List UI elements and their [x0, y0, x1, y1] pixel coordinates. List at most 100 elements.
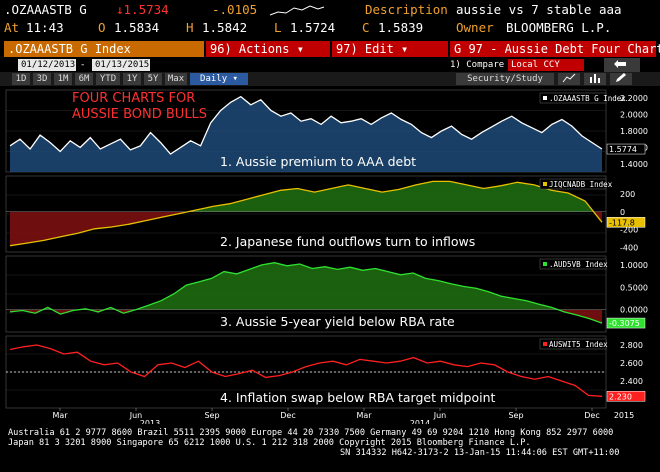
- last-value-label: -117.8: [609, 218, 635, 227]
- panel-caption-1: 1. Aussie premium to AAA debt: [220, 154, 416, 169]
- security-index-field[interactable]: .OZAAASTB G Index: [4, 41, 204, 57]
- legend-swatch: [543, 342, 547, 346]
- period-3d-button[interactable]: 3D: [33, 73, 51, 85]
- x-tick-label: Jun: [129, 411, 143, 420]
- chart-settings-button[interactable]: [558, 73, 580, 85]
- close-value: 1.5839: [378, 20, 424, 35]
- x-tick-label: Dec: [584, 411, 599, 420]
- y-tick-label: 1.4000: [620, 160, 648, 169]
- period-max-button[interactable]: Max: [165, 73, 187, 85]
- last-value-label: 2.230: [609, 392, 632, 401]
- legend-box: [539, 178, 607, 190]
- last-value-tag: [606, 217, 646, 228]
- series-line-1: [9, 95, 603, 155]
- y-tick-label: 2.0000: [620, 111, 648, 120]
- period-1d-button[interactable]: 1D: [12, 73, 30, 85]
- period-5y-button[interactable]: 5Y: [144, 73, 162, 85]
- bloomberg-footer: Australia 61 2 9777 8600 Brazil 5511 239…: [0, 428, 660, 472]
- time-label: At: [4, 20, 20, 35]
- chart-title-bar: G 97 - Aussie Debt Four Charts: [450, 41, 660, 57]
- y-tick-label: 0: [620, 208, 625, 217]
- legend-entry: .AUD5VB Index: [549, 260, 608, 269]
- footer-line-2: Japan 81 3 3201 8900 Singapore 65 6212 1…: [8, 438, 531, 448]
- negative-area: [10, 211, 602, 246]
- x-tick-label: Sep: [204, 411, 219, 420]
- last-value-tag: [606, 391, 646, 402]
- positive-area: [42, 262, 558, 310]
- y-tick-label: 1.0000: [620, 261, 648, 270]
- frequency-select[interactable]: Daily ▾: [190, 73, 248, 85]
- start-date-field[interactable]: 01/12/2013: [18, 59, 76, 71]
- command-bar: .OZAAASTB G Index 96) Actions ▾ 97) Edit…: [0, 40, 660, 58]
- low-value: 1.5724: [290, 20, 336, 35]
- legend-box: [539, 338, 607, 350]
- footer-line-1: Australia 61 2 9777 8600 Brazil 5511 239…: [8, 428, 614, 438]
- compare-label: 1) Compare: [450, 60, 505, 70]
- description-label: Description: [365, 2, 448, 17]
- time-value: 11:43: [26, 20, 64, 35]
- back-button[interactable]: [604, 58, 640, 72]
- x-tick-label: Dec: [280, 411, 295, 420]
- annotations-button[interactable]: [610, 73, 632, 85]
- price-change: -.0105: [212, 2, 258, 17]
- year-label: 2014: [410, 419, 430, 424]
- legend-swatch: [543, 96, 547, 100]
- headline-line-2: AUSSIE BOND BULLS: [72, 107, 207, 122]
- low-label: L: [274, 20, 282, 35]
- compare-currency-select[interactable]: Local CCY: [508, 59, 584, 71]
- legend-box: [539, 258, 607, 270]
- x-tick-label: Mar: [52, 411, 68, 420]
- owner-value: BLOOMBERG L.P.: [506, 20, 612, 35]
- legend-entry: AUSWIT5 Index: [549, 340, 608, 349]
- y-tick-label: 2.2000: [620, 94, 648, 103]
- ticker: .OZAAASTB G: [4, 2, 87, 17]
- legend-entry: JIQCNADB Index: [549, 180, 613, 189]
- sparkline-icon: [269, 5, 325, 16]
- edit-menu-button[interactable]: 97) Edit ▾: [332, 41, 448, 57]
- last-value-tag: [606, 317, 646, 329]
- year-label: 2013: [140, 419, 160, 424]
- back-arrow-icon: [614, 60, 626, 68]
- y-tick-label: -200: [620, 226, 638, 235]
- headline-line-1: FOUR CHARTS FOR: [72, 91, 195, 106]
- pencil-icon: [616, 73, 626, 82]
- y-tick-label: 2.400: [620, 377, 643, 386]
- description-value: aussie vs 7 stable aaa: [456, 2, 622, 17]
- period-1m-button[interactable]: 1M: [54, 73, 72, 85]
- legend-entry: .OZAAASTB G Index: [549, 94, 626, 103]
- high-label: H: [186, 20, 194, 35]
- y-tick-label: 2.600: [620, 359, 643, 368]
- y-tick-label: 0.0000: [620, 306, 648, 315]
- x-tick-label: Sep: [508, 411, 523, 420]
- y-tick-label: 2.800: [620, 341, 643, 350]
- legend-box: [539, 92, 607, 104]
- y-tick-label: 200: [620, 190, 635, 199]
- panel-caption-2: 2. Japanese fund outflows turn to inflow…: [220, 234, 475, 249]
- actions-menu-button[interactable]: 96) Actions ▾: [206, 41, 330, 57]
- line-chart-icon: [562, 73, 576, 83]
- y-tick-label: -400: [620, 244, 638, 253]
- positive-area: [187, 181, 594, 212]
- period-1y-button[interactable]: 1Y: [123, 73, 141, 85]
- date-range-row: 01/12/2013 - 01/13/2015 1) Compare Local…: [0, 58, 660, 72]
- period-6m-button[interactable]: 6M: [75, 73, 93, 85]
- last-value-tag: [606, 143, 646, 155]
- year-label: 2015: [614, 411, 634, 420]
- period-toolbar: 1D 3D 1M 6M YTD 1Y 5Y Max Daily ▾ Securi…: [0, 72, 660, 86]
- bar-chart-icon: [590, 74, 600, 83]
- last-value-label: 1.5774: [609, 145, 637, 154]
- last-price: ↓1.5734: [116, 2, 169, 17]
- security-study-button[interactable]: Security/Study: [456, 73, 554, 85]
- high-value: 1.5842: [202, 20, 248, 35]
- period-ytd-button[interactable]: YTD: [96, 73, 120, 85]
- panel-caption-3: 3. Aussie 5-year yield below RBA rate: [220, 314, 455, 329]
- chart-type-button[interactable]: [584, 73, 606, 85]
- x-tick-label: Mar: [356, 411, 372, 420]
- y-tick-label: 1.8000: [620, 127, 648, 136]
- series-line-4: [9, 344, 603, 397]
- series-line-3: [9, 262, 603, 324]
- four-chart-panel: 2.20002.00001.80001.60001.4000.OZAAASTB …: [5, 89, 648, 424]
- close-label: C: [362, 20, 370, 35]
- x-tick-label: Jun: [433, 411, 447, 420]
- end-date-field[interactable]: 01/13/2015: [92, 59, 150, 71]
